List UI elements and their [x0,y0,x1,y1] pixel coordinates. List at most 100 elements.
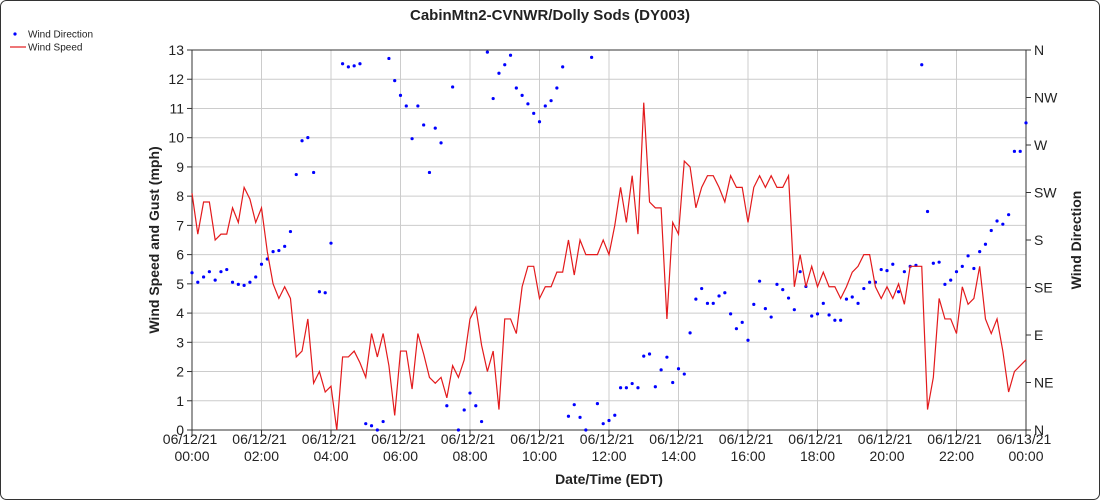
direction-point [520,93,524,97]
direction-point [879,267,883,272]
direction-point [1007,213,1011,217]
y-tick-label: 1 [176,393,184,409]
direction-point [468,391,472,395]
direction-point [300,139,304,143]
direction-point [474,404,478,408]
y-tick-label: 10 [168,130,184,146]
direction-point [393,79,397,83]
x-tick-label: 06/12/21 16:00 [719,431,777,464]
direction-point [647,352,652,356]
y-tick-label: 9 [176,159,184,175]
direction-point [346,65,350,69]
direction-point [676,367,681,371]
direction-point [236,282,240,286]
legend-marker [13,32,17,36]
direction-point [514,86,518,90]
direction-point [312,170,316,175]
speed-line [191,102,1027,431]
direction-point [375,428,379,432]
y2-tick-label: E [1034,327,1043,343]
direction-point [555,86,559,90]
y-tick-label: 6 [176,247,184,263]
direction-point [723,291,727,295]
direction-point [451,85,455,89]
direction-point [786,296,791,300]
direction-point [532,111,536,115]
direction-point [323,291,327,295]
direction-point [960,264,964,268]
direction-point [694,297,698,301]
y2-tick-label: N [1034,422,1044,438]
direction-point [682,372,686,376]
direction-point [734,327,739,331]
direction-point [827,313,831,317]
direction-point [711,301,715,305]
direction-point [410,137,414,141]
direction-point [364,422,368,426]
direction-point [978,250,982,254]
direction-point [595,402,600,406]
direction-point [259,262,264,266]
direction-point [294,172,298,177]
direction-point [972,266,976,271]
direction-point [862,286,866,291]
y2-tick-label: S [1034,232,1043,248]
y-axis-label: Wind Speed and Gust (mph) [146,146,162,333]
direction-point [943,282,947,286]
y-tick-label: 4 [176,305,184,321]
direction-point [659,368,663,372]
y2-tick-label: N [1034,42,1044,58]
direction-point [833,318,837,322]
direction-point [1012,149,1017,153]
direction-point [844,297,849,301]
direction-point [642,354,646,358]
direction-point [896,290,901,294]
y2-tick-label: NE [1034,375,1053,391]
direction-point [954,270,959,274]
direction-point [850,295,854,299]
chart-title: CabinMtn2-CVNWR/Dolly Sods (DY003) [410,7,690,24]
direction-point [358,62,362,66]
direction-point [763,307,767,311]
legend-label: Wind Direction [28,30,93,41]
direction-point [283,244,287,248]
direction-point [439,141,443,145]
direction-point [769,315,773,319]
legend-label: Wind Speed [28,43,82,54]
direction-point [491,96,495,101]
direction-point [937,260,941,264]
direction-point [207,270,211,274]
direction-point [983,242,988,246]
direction-point [404,104,408,108]
x-tick-label: 06/12/21 06:00 [371,431,429,464]
x-tick-label: 06/12/21 00:00 [163,431,221,464]
y2-tick-label: SE [1034,280,1053,296]
x-tick-label: 06/12/21 02:00 [232,431,290,464]
direction-point [1018,149,1022,153]
direction-point [398,93,403,97]
y-tick-label: 5 [176,276,184,292]
direction-point [584,428,588,432]
direction-point [989,228,993,233]
direction-point [925,209,930,214]
direction-point [225,267,229,272]
direction-point [387,56,391,61]
direction-point [810,314,814,318]
direction-point [271,250,275,254]
direction-point [717,294,721,298]
direction-point [729,312,733,316]
direction-point [543,104,547,108]
direction-point [230,280,235,284]
direction-point [601,422,605,426]
direction-point [479,419,484,424]
direction-point [995,219,999,223]
direction-point [508,53,513,57]
direction-point [705,301,710,305]
y-tick-label: 13 [168,42,184,58]
direction-point [868,280,872,284]
direction-point [578,415,582,419]
direction-point [306,136,310,140]
x-tick-label: 06/12/21 18:00 [788,431,846,464]
direction-point [752,302,756,306]
